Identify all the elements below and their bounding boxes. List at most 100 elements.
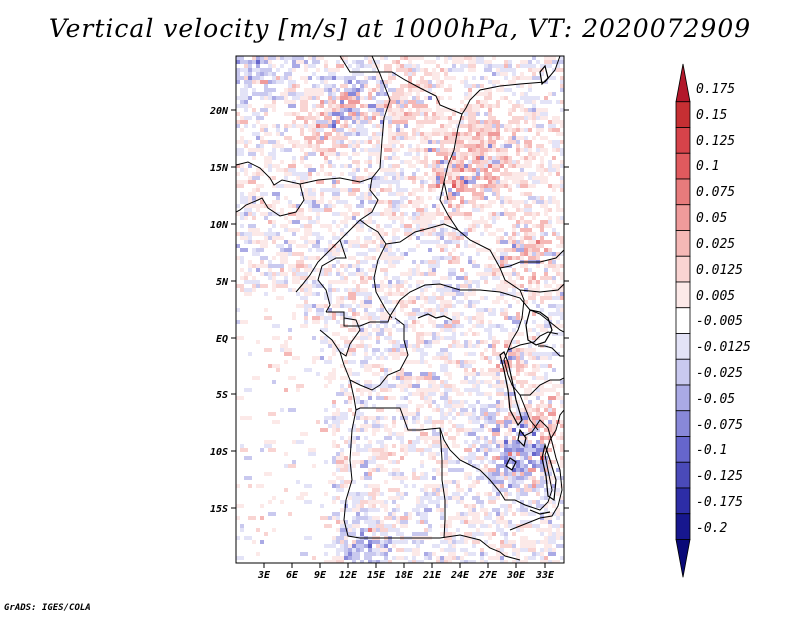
velocity-cell <box>336 68 340 72</box>
velocity-cell <box>512 384 516 388</box>
velocity-cell <box>460 496 464 500</box>
velocity-cell <box>424 112 428 116</box>
velocity-cell <box>288 264 292 268</box>
velocity-cell <box>400 444 408 448</box>
velocity-cell <box>448 116 452 120</box>
velocity-cell <box>368 196 372 200</box>
velocity-cell <box>260 448 264 452</box>
velocity-cell <box>352 452 356 456</box>
velocity-cell <box>448 344 452 348</box>
velocity-cell <box>412 216 416 220</box>
velocity-cell <box>372 428 376 432</box>
velocity-cell <box>308 124 316 128</box>
velocity-cell <box>364 148 368 152</box>
velocity-cell <box>476 512 480 516</box>
velocity-cell <box>320 164 324 168</box>
velocity-cell <box>428 84 432 88</box>
velocity-cell <box>400 496 404 500</box>
velocity-cell <box>524 380 528 384</box>
velocity-cell <box>420 304 424 308</box>
velocity-cell <box>352 532 356 536</box>
velocity-cell <box>444 88 448 92</box>
velocity-cell <box>492 368 496 372</box>
velocity-cell <box>500 504 504 508</box>
velocity-cell <box>400 524 408 528</box>
velocity-cell <box>540 364 548 368</box>
velocity-cell <box>376 332 384 336</box>
velocity-cell <box>392 108 400 112</box>
velocity-cell <box>360 500 364 504</box>
velocity-cell <box>560 500 564 504</box>
velocity-cell <box>460 412 464 416</box>
velocity-cell <box>532 540 536 544</box>
velocity-cell <box>408 276 412 280</box>
velocity-cell <box>432 424 436 428</box>
velocity-cell <box>332 280 340 284</box>
velocity-cell <box>392 312 396 316</box>
velocity-cell <box>508 508 512 512</box>
velocity-cell <box>300 56 304 60</box>
velocity-cell <box>524 100 532 104</box>
velocity-cell <box>356 544 364 548</box>
velocity-cell <box>516 100 520 104</box>
velocity-cell <box>380 164 384 168</box>
velocity-cell <box>488 308 492 312</box>
velocity-cell <box>464 428 472 432</box>
velocity-cell <box>252 228 260 232</box>
velocity-cell <box>460 164 464 168</box>
velocity-cell <box>524 204 532 208</box>
velocity-cell <box>472 540 480 544</box>
velocity-cell <box>492 104 496 108</box>
velocity-cell <box>396 340 400 344</box>
velocity-cell <box>388 432 392 436</box>
velocity-cell <box>416 200 424 204</box>
velocity-cell <box>368 392 372 396</box>
velocity-cell <box>560 308 564 312</box>
velocity-cell <box>524 392 532 396</box>
velocity-cell <box>288 328 292 332</box>
velocity-cell <box>288 336 292 340</box>
velocity-cell <box>380 280 384 284</box>
velocity-cell <box>388 100 396 104</box>
velocity-cell <box>312 276 316 280</box>
velocity-cell <box>348 272 356 276</box>
velocity-cell <box>456 168 460 172</box>
velocity-cell <box>248 76 252 80</box>
velocity-cell <box>344 76 348 80</box>
velocity-cell <box>524 248 528 252</box>
velocity-cell <box>532 216 536 220</box>
velocity-cell <box>452 440 456 444</box>
velocity-cell <box>304 292 308 296</box>
velocity-cell <box>360 280 368 284</box>
velocity-cell <box>432 84 436 88</box>
velocity-cell <box>380 188 384 192</box>
velocity-cell <box>460 132 464 136</box>
velocity-cell <box>472 148 476 152</box>
velocity-cell <box>344 544 348 548</box>
velocity-cell <box>448 384 452 388</box>
velocity-cell <box>536 452 540 456</box>
velocity-cell <box>344 248 348 252</box>
velocity-cell <box>516 208 520 212</box>
velocity-cell <box>516 200 524 204</box>
velocity-cell <box>536 396 540 400</box>
velocity-cell <box>356 304 360 308</box>
velocity-cell <box>508 256 512 260</box>
velocity-cell <box>372 452 380 456</box>
velocity-cell <box>384 328 392 332</box>
velocity-cell <box>544 252 552 256</box>
velocity-cell <box>496 340 500 344</box>
velocity-cell <box>320 516 328 520</box>
velocity-cell <box>416 500 420 504</box>
velocity-cell <box>504 360 508 364</box>
velocity-cell <box>544 296 552 300</box>
velocity-cell <box>428 212 436 216</box>
velocity-cell <box>544 376 548 380</box>
velocity-cell <box>368 172 376 176</box>
velocity-cell <box>420 504 424 508</box>
velocity-cell <box>460 156 464 160</box>
velocity-cell <box>536 212 540 216</box>
velocity-cell <box>416 132 420 136</box>
velocity-cell <box>336 496 340 500</box>
